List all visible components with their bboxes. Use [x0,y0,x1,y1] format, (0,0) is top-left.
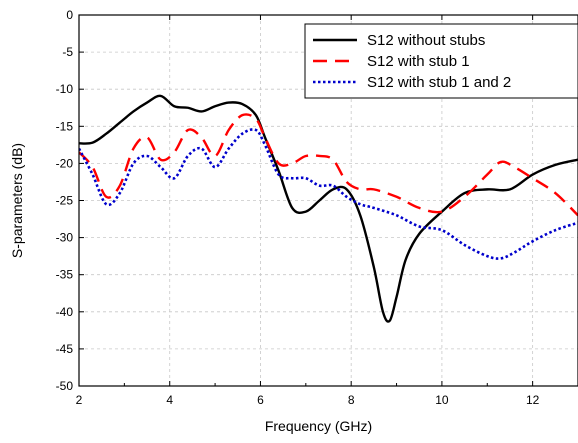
y-tick-label: 0 [66,8,73,22]
series-lines [79,94,578,323]
y-tick-label: -15 [56,119,74,133]
y-tick-label: -10 [56,82,74,96]
x-tick-label: 4 [166,393,173,407]
x-axis-label: Frequency (GHz) [265,418,372,434]
y-tick-label: -5 [62,45,73,59]
y-tick-label: -45 [56,342,74,356]
series-line-2 [79,113,578,217]
y-tick-label: -40 [56,305,74,319]
legend-label-3: S12 with stub 1 and 2 [367,74,511,91]
legend-box [304,23,578,99]
x-tick-label: 12 [526,393,540,407]
y-tick-label: -50 [56,379,74,393]
x-tick-label: 10 [435,393,449,407]
x-tick-label: 6 [257,393,264,407]
x-tick-label: 2 [76,393,83,407]
y-tick-label: -25 [56,194,74,208]
legend: S12 without stubs S12 with stub 1 S12 with… [304,23,578,99]
series-line-1 [79,94,578,323]
y-axis-label: S-parameters (dB) [9,143,25,258]
y-tick-label: -35 [56,268,74,282]
y-tick-label: -30 [56,231,74,245]
legend-label-1: S12 without stubs [367,32,485,49]
axis-ticks: 2 4 6 8 10 12 0 -5 -10 -15 -20 -25 -30 -35 -40 -45 -50 [56,8,540,407]
series-line-3 [79,128,578,260]
x-tick-label: 8 [348,393,355,407]
legend-label-2: S12 with stub 1 [367,53,470,70]
y-tick-label: -20 [56,156,74,170]
